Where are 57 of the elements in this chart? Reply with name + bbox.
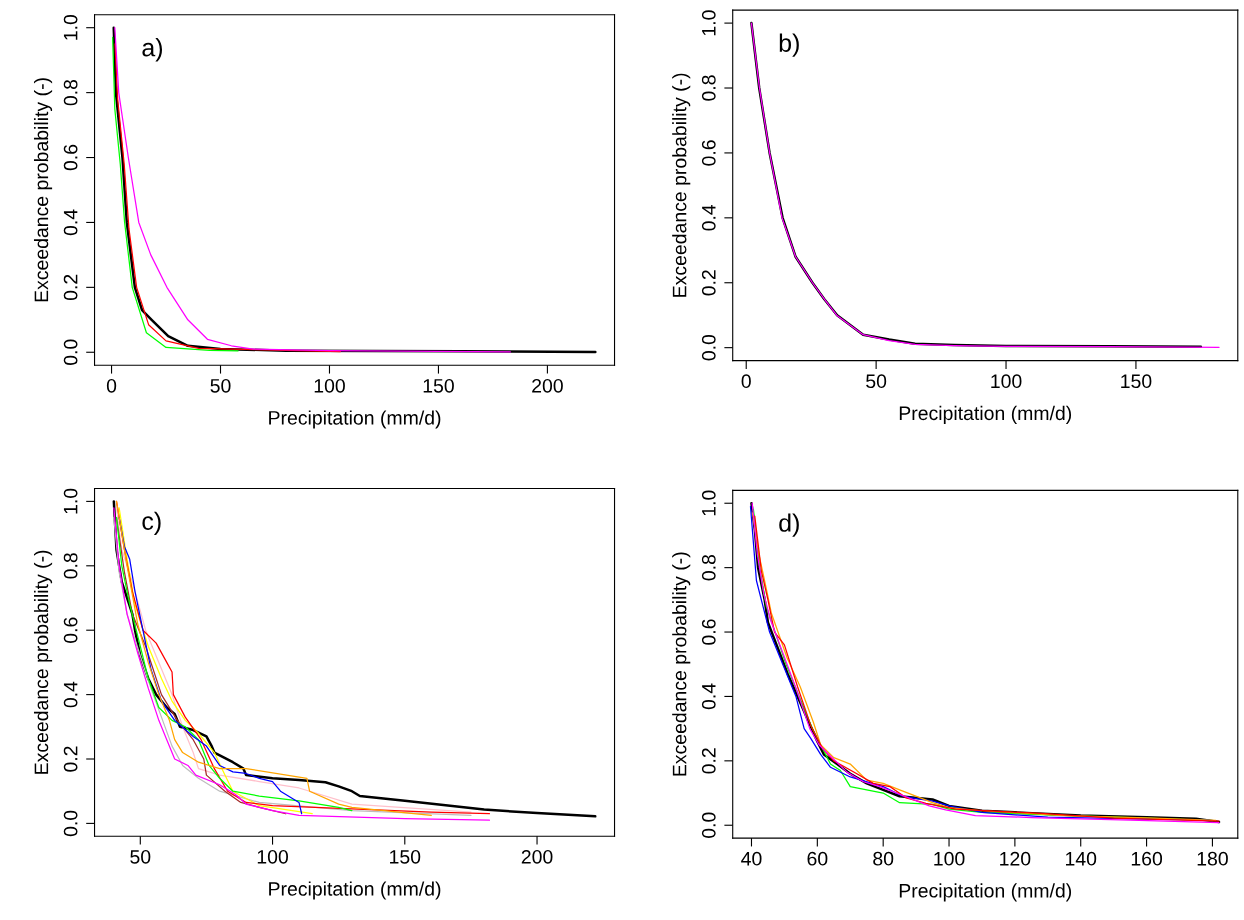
x-tick-label: 140 [1065,851,1097,866]
x-tick-label: 100 [991,374,1022,389]
x-tick-label: 40 [741,851,762,866]
y-tick-label: 0.4 [701,683,716,710]
x-tick-label: 50 [210,378,231,393]
y-tick-label: 0.8 [63,553,78,579]
y-tick-label: 0.8 [63,79,78,106]
x-tick-label: 100 [934,851,965,866]
x-axis-title: Precipitation (mm/d) [269,410,441,429]
y-axis-title: Exceedance probability (-) [33,78,53,302]
y-tick-label: 0.8 [701,75,716,101]
y-tick-label: 0.0 [701,812,716,838]
annotation: a) [142,38,163,62]
y-tick-label: 0.2 [63,274,78,301]
x-tick-label: 150 [1121,374,1152,389]
x-tick-label: 100 [314,378,345,393]
x-tick-label: 0 [741,374,751,389]
y-axis-title: Exceedance probability (-) [33,550,53,774]
y-tick-label: 1.0 [701,10,716,36]
annotation: b) [779,33,799,57]
y-tick-label: 1.0 [701,490,716,516]
annotation: c) [142,511,161,535]
x-tick-label: 50 [130,849,151,864]
y-tick-label: 0.4 [701,204,716,231]
y-tick-label: 0.4 [63,209,78,236]
x-tick-label: 60 [807,851,828,866]
y-tick-label: 0.2 [63,746,78,772]
x-tick-label: 180 [1197,851,1228,866]
y-axis-title: Exceedance probability (-) [672,73,691,297]
y-axis-title: Exceedance probability (-) [672,552,691,776]
x-tick-label: 120 [1000,851,1031,866]
y-tick-label: 0.2 [701,270,716,296]
y-tick-label: 0.0 [63,339,78,366]
y-tick-label: 0.6 [63,144,78,171]
x-tick-label: 0 [106,378,117,393]
annotation: d) [779,513,799,537]
x-tick-label: 200 [532,378,563,393]
y-tick-label: 0.4 [63,681,78,708]
x-tick-label: 150 [423,378,454,393]
x-tick-label: 160 [1131,851,1163,866]
x-tick-label: 80 [873,851,894,866]
x-axis-title: Precipitation (mm/d) [899,405,1072,424]
y-tick-label: 0.6 [701,140,716,166]
y-tick-label: 0.0 [63,810,78,837]
y-tick-label: 1.0 [63,488,78,514]
y-tick-label: 0.0 [701,334,716,361]
y-tick-label: 0.6 [63,617,78,643]
x-tick-label: 200 [521,849,553,864]
y-tick-label: 0.6 [701,619,716,645]
x-axis-title: Precipitation (mm/d) [899,883,1072,902]
x-tick-label: 150 [390,849,421,864]
y-tick-label: 0.2 [701,748,716,774]
y-tick-label: 0.8 [701,554,716,581]
x-tick-label: 50 [866,374,887,389]
y-tick-label: 1.0 [63,14,78,40]
x-axis-title: Precipitation (mm/d) [269,881,441,900]
x-tick-label: 100 [257,849,289,864]
